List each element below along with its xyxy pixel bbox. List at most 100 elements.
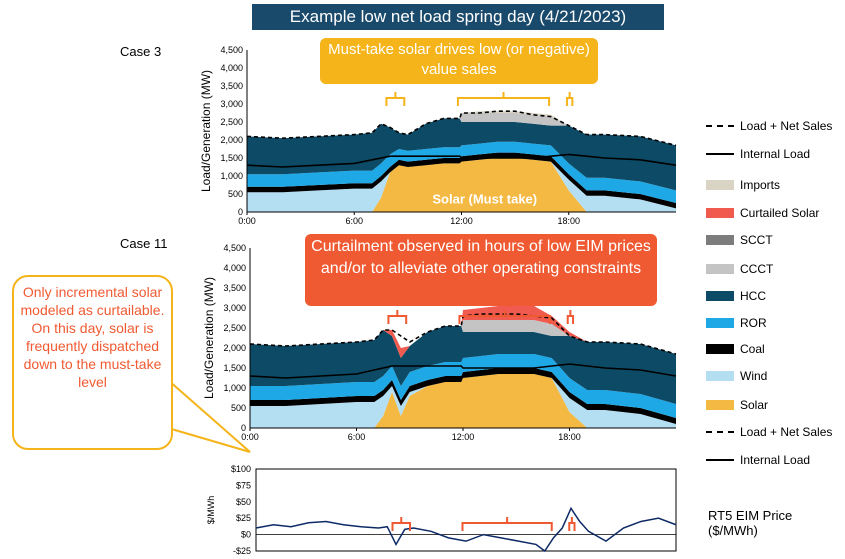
case3-bracket-evening [565,92,574,106]
case3-area-ccct [247,113,676,146]
case3-ytick-label: 4,500 [220,45,243,55]
legend-swatch [706,291,734,301]
case3-bracket-midday [456,92,551,106]
price-y-axis-label: $/MWh [206,496,216,525]
legend-label: Load + Net Sales [740,119,833,133]
legend-item: Load + Net Sales [706,118,832,134]
legend-swatch [706,431,734,433]
case11-y-axis-label: Load/Generation (MW) [202,277,216,399]
case11-area-solar [250,374,676,428]
price-bracket-midday [461,517,553,531]
case3-xtick-label: 18:00 [557,216,580,226]
legend-label: Curtailed Solar [740,206,820,220]
case3-area-solar [247,158,676,212]
price-ytick-label: $50 [236,497,251,507]
legend-item: Imports [706,177,780,193]
case11-bracket-morning [387,310,408,324]
case11-xtick-label: 12:00 [452,432,475,442]
case3-xtick-label: 0:00 [238,216,256,226]
incremental-callout-pointer [167,379,251,453]
legend-swatch [706,459,734,461]
price-ytick-label: $0 [241,530,251,540]
price-ytick-label: -$25 [233,546,251,556]
legend-label: HCC [740,289,766,303]
case3-xtick-label: 6:00 [345,216,363,226]
case11-ytick-label: 3,000 [223,303,246,313]
curtailment-callout: Curtailment observed in hours of low EIM… [305,234,657,306]
price-ytick-label: $100 [231,464,251,474]
case3-ytick-label: 2,500 [220,117,243,127]
case11-label: Case 11 [120,236,168,251]
case3-ytick-label: 0 [238,207,243,217]
legend-swatch [706,125,734,127]
legend-item: Curtailed Solar [706,205,819,221]
legend-label: Load + Net Sales [740,425,833,439]
legend-swatch [706,264,734,274]
case3-area-hcc [247,118,676,191]
solar-must-take-label: Solar (Must take) [432,192,537,207]
case11-xtick-label: 6:00 [348,432,366,442]
legend-item: ROR [706,315,767,331]
case11-xtick-label: 18:00 [558,432,581,442]
case3-ytick-label: 2,000 [220,135,243,145]
case3-ytick-label: 3,000 [220,99,243,109]
case11-ytick-label: 0 [241,423,246,433]
case11-ytick-label: 4,500 [223,243,246,253]
price-bracket-evening [568,517,576,531]
case3-load-net-sales-line [246,110,677,147]
legend-label: Imports [740,178,781,192]
legend-item: Coal [706,341,765,357]
legend-label: ROR [740,316,767,330]
must-take-callout: Must-take solar drives low (or negative)… [320,38,598,84]
case11-area-hcc [250,326,676,404]
case3-ytick-label: 500 [228,189,243,199]
legend-label: Wind [740,369,768,383]
legend-swatch [706,344,734,354]
incremental-solar-callout: Only incremental solar modeled as curtai… [12,275,173,450]
legend-item: Wind [706,368,767,384]
case3-bracket-morning [385,92,406,106]
case3-xtick-label: 12:00 [450,216,473,226]
legend-label: Internal Load [740,453,811,467]
case11-ytick-label: 1,000 [223,383,246,393]
price-ytick-label: $25 [236,513,251,523]
legend-swatch [706,400,734,410]
case3-internal-load-line [246,153,677,168]
case11-xtick-label: 0:00 [241,432,259,442]
case11-area-ccct [250,320,676,358]
legend-swatch [706,180,734,190]
legend-label: Solar [740,398,769,412]
legend-swatch [706,153,734,155]
legend-item: CCCT [706,261,773,277]
price-ytick-label: $75 [236,480,251,490]
case11-ytick-label: 500 [231,403,246,413]
price-frame [255,468,677,552]
case11-ytick-label: 2,000 [223,343,246,353]
legend-label: CCCT [740,262,774,276]
case3-area-ror [247,141,676,203]
case3-y-axis-label: Load/Generation (MW) [199,70,213,192]
case11-internal-load-line [249,363,677,379]
page-title: Example low net load spring day (4/21/20… [252,4,664,30]
legend-label: Coal [740,342,765,356]
case3-ytick-label: 1,500 [220,153,243,163]
case11-ytick-label: 3,500 [223,283,246,293]
case3-label: Case 3 [120,44,162,59]
case11-ytick-label: 1,500 [223,363,246,373]
legend-swatch [706,208,734,218]
case11-bracket-evening [566,310,575,324]
price-legend: RT5 EIM Price ($/MWh) [708,508,793,538]
case11-area-wind [250,374,676,428]
legend-item: Internal Load [706,146,810,162]
case3-area-wind [247,158,676,212]
case11-bracket-midday [458,310,551,324]
legend-swatch [706,318,734,328]
case3-ytick-label: 4,000 [220,63,243,73]
legend-item: SCCT [706,232,773,248]
case11-ytick-label: 4,000 [223,263,246,273]
legend-item: Internal Load [706,452,810,468]
legend-swatch [706,235,734,245]
legend-swatch [706,371,734,381]
legend-item: HCC [706,288,766,304]
